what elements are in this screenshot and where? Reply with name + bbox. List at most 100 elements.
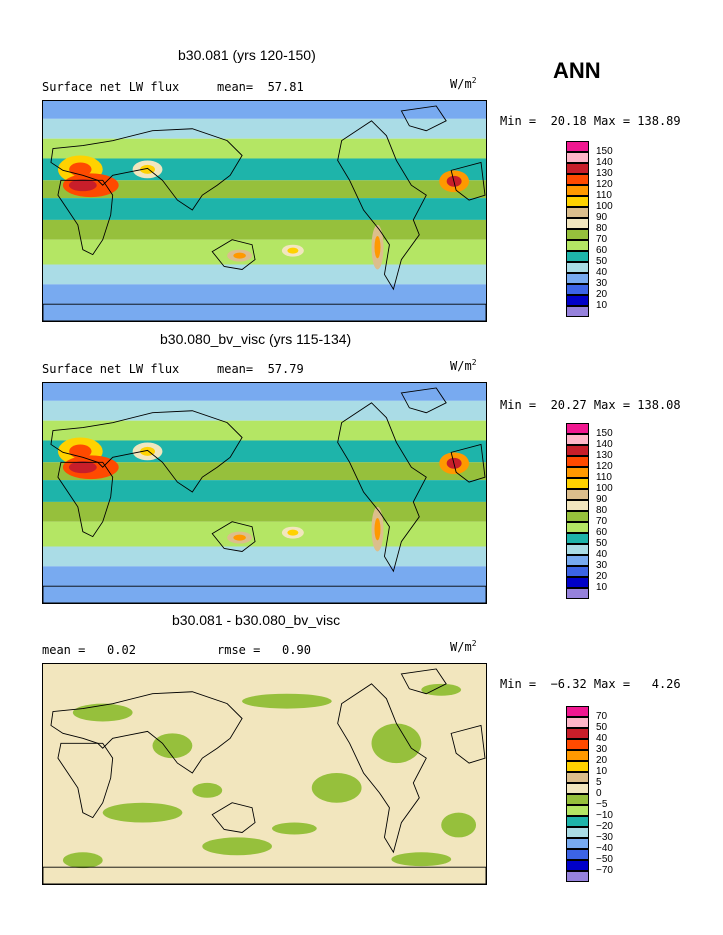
colorbar-label: 60	[596, 527, 608, 538]
colorbar-label: 100	[596, 201, 613, 212]
colorbar-swatch	[566, 185, 589, 196]
colorbar-label: 150	[596, 146, 613, 157]
colorbar-swatch	[566, 761, 589, 772]
colorbar-swatch	[566, 251, 589, 262]
colorbar-swatch	[566, 445, 589, 456]
colorbar-label: 140	[596, 439, 613, 450]
colorbar-label: 90	[596, 212, 608, 223]
colorbar-swatch	[566, 295, 589, 306]
colorbar-swatch	[566, 500, 589, 511]
colorbar-label: 70	[596, 516, 608, 527]
colorbar-swatch	[566, 511, 589, 522]
colorbar-label: −50	[596, 854, 613, 865]
panel1-field-label: Surface net LW flux	[42, 80, 180, 94]
colorbar-label: −70	[596, 865, 613, 876]
colorbar-label: 10	[596, 300, 608, 311]
colorbar-swatch	[566, 196, 589, 207]
colorbar-swatch	[566, 174, 589, 185]
colorbar-label: 0	[596, 788, 602, 799]
colorbar-swatch	[566, 229, 589, 240]
colorbar-label: 150	[596, 428, 613, 439]
colorbar-swatch	[566, 423, 589, 434]
colorbar-swatch	[566, 152, 589, 163]
colorbar-swatch	[566, 544, 589, 555]
panel2-field-label: Surface net LW flux	[42, 362, 180, 376]
panel2-map	[42, 382, 487, 604]
panel3-title: b30.081 - b30.080_bv_visc	[172, 612, 341, 628]
panel2-mean-label: mean= 57.79	[217, 362, 304, 376]
colorbar-swatch	[566, 783, 589, 794]
panel1-units: W/m2	[450, 76, 477, 91]
colorbar-label: 50	[596, 538, 608, 549]
colorbar-label: −5	[596, 799, 608, 810]
colorbar-swatch	[566, 849, 589, 860]
panel1-minmax: Min = 20.18 Max = 138.89	[500, 114, 681, 128]
colorbar-label: 130	[596, 450, 613, 461]
panel3-rmse-label: rmse = 0.90	[217, 643, 311, 657]
colorbar-swatch	[566, 871, 589, 882]
panel1-title: b30.081 (yrs 120-150)	[178, 47, 316, 63]
colorbar-label: 30	[596, 278, 608, 289]
colorbar-swatch	[566, 456, 589, 467]
colorbar-label: 110	[596, 472, 612, 483]
colorbar-label: 80	[596, 505, 608, 516]
colorbar-label: 120	[596, 179, 613, 190]
colorbar-swatch	[566, 566, 589, 577]
panel2-title: b30.080_bv_visc (yrs 115-134)	[160, 331, 352, 347]
panel1-mean-label: mean= 57.81	[217, 80, 304, 94]
colorbar-swatch	[566, 816, 589, 827]
colorbar-swatch	[566, 533, 589, 544]
panel3-units: W/m2	[450, 639, 477, 654]
colorbar-swatch	[566, 717, 589, 728]
colorbar-label: 120	[596, 461, 613, 472]
panel2-minmax: Min = 20.27 Max = 138.08	[500, 398, 681, 412]
colorbar-label: 80	[596, 223, 608, 234]
colorbar-label: −30	[596, 832, 613, 843]
colorbar-label: 10	[596, 766, 608, 777]
colorbar-label: 70	[596, 234, 608, 245]
colorbar-swatch	[566, 141, 589, 152]
colorbar-swatch	[566, 739, 589, 750]
colorbar-swatch	[566, 805, 589, 816]
colorbar-swatch	[566, 489, 589, 500]
colorbar-swatch	[566, 838, 589, 849]
colorbar-label: 40	[596, 549, 608, 560]
colorbar-swatch	[566, 794, 589, 805]
colorbar-swatch	[566, 262, 589, 273]
colorbar-label: 70	[596, 711, 608, 722]
colorbar-label: 90	[596, 494, 608, 505]
colorbar-swatch	[566, 750, 589, 761]
colorbar-label: 20	[596, 571, 608, 582]
colorbar-swatch	[566, 163, 589, 174]
colorbar-swatch	[566, 207, 589, 218]
panel3-minmax: Min = −6.32 Max = 4.26	[500, 677, 681, 691]
colorbar-swatch	[566, 588, 589, 599]
colorbar-swatch	[566, 306, 589, 317]
colorbar-swatch	[566, 577, 589, 588]
colorbar-swatch	[566, 273, 589, 284]
colorbar-swatch	[566, 728, 589, 739]
colorbar-label: 60	[596, 245, 608, 256]
panel2-units: W/m2	[450, 358, 477, 373]
colorbar-label: −20	[596, 821, 613, 832]
colorbar-label: −40	[596, 843, 613, 854]
colorbar-swatch	[566, 555, 589, 566]
colorbar-swatch	[566, 827, 589, 838]
colorbar-label: 40	[596, 267, 608, 278]
colorbar-swatch	[566, 860, 589, 871]
colorbar-label: 50	[596, 256, 608, 267]
colorbar-label: 30	[596, 744, 608, 755]
colorbar-label: 50	[596, 722, 608, 733]
colorbar-label: 110	[596, 190, 612, 201]
colorbar-swatch	[566, 434, 589, 445]
panel3-mean-label: mean = 0.02	[42, 643, 136, 657]
colorbar-swatch	[566, 240, 589, 251]
colorbar-label: 10	[596, 582, 608, 593]
colorbar-label: 40	[596, 733, 608, 744]
colorbar-swatch	[566, 478, 589, 489]
colorbar-label: 140	[596, 157, 613, 168]
colorbar-label: 20	[596, 755, 608, 766]
colorbar-swatch	[566, 706, 589, 717]
colorbar-label: −10	[596, 810, 613, 821]
colorbar-label: 100	[596, 483, 613, 494]
